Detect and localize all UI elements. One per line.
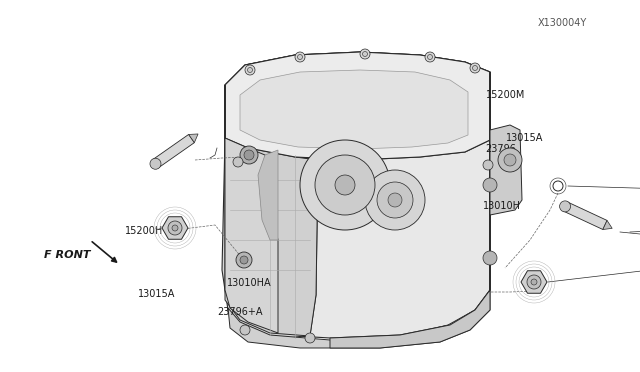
Polygon shape: [189, 134, 198, 142]
Polygon shape: [490, 125, 522, 215]
Polygon shape: [563, 202, 607, 230]
Polygon shape: [225, 138, 318, 336]
Circle shape: [362, 51, 367, 57]
Circle shape: [233, 157, 243, 167]
Circle shape: [531, 279, 537, 285]
Circle shape: [248, 67, 253, 73]
Text: 13010H: 13010H: [483, 202, 521, 211]
Polygon shape: [162, 217, 188, 239]
Circle shape: [388, 193, 402, 207]
Polygon shape: [225, 85, 278, 333]
Circle shape: [240, 146, 258, 164]
Text: X130004Y: X130004Y: [538, 18, 587, 28]
Circle shape: [483, 178, 497, 192]
Text: F RONT: F RONT: [44, 250, 90, 260]
Circle shape: [244, 150, 254, 160]
Circle shape: [168, 221, 182, 235]
Polygon shape: [240, 70, 468, 149]
Circle shape: [559, 201, 571, 212]
Text: 13015A: 13015A: [138, 289, 175, 299]
Circle shape: [504, 154, 516, 166]
Polygon shape: [225, 52, 490, 160]
Circle shape: [315, 155, 375, 215]
Circle shape: [150, 158, 161, 169]
Circle shape: [245, 65, 255, 75]
Circle shape: [365, 170, 425, 230]
Circle shape: [240, 256, 248, 264]
Polygon shape: [225, 52, 490, 160]
Circle shape: [498, 148, 522, 172]
Circle shape: [335, 175, 355, 195]
Circle shape: [483, 160, 493, 170]
Circle shape: [425, 52, 435, 62]
Circle shape: [295, 52, 305, 62]
Polygon shape: [222, 85, 318, 338]
Circle shape: [470, 63, 480, 73]
Circle shape: [172, 225, 178, 231]
Text: 13010HA: 13010HA: [227, 278, 272, 288]
Polygon shape: [152, 134, 195, 168]
Circle shape: [305, 333, 315, 343]
Polygon shape: [521, 271, 547, 293]
Polygon shape: [228, 290, 490, 348]
Circle shape: [428, 55, 433, 60]
Circle shape: [483, 251, 497, 265]
Text: 13015A: 13015A: [506, 133, 543, 142]
Polygon shape: [240, 70, 468, 149]
Circle shape: [472, 65, 477, 71]
Circle shape: [298, 55, 303, 60]
Circle shape: [300, 140, 390, 230]
Circle shape: [377, 182, 413, 218]
Circle shape: [360, 49, 370, 59]
Circle shape: [527, 275, 541, 289]
Text: 15200H: 15200H: [125, 226, 163, 235]
Polygon shape: [603, 221, 612, 230]
Circle shape: [240, 325, 250, 335]
Polygon shape: [330, 72, 490, 348]
Text: 23796+A: 23796+A: [218, 308, 263, 317]
Text: 23796: 23796: [485, 144, 516, 154]
Polygon shape: [258, 150, 278, 240]
Polygon shape: [225, 52, 490, 338]
Text: 15200M: 15200M: [486, 90, 526, 100]
Circle shape: [236, 252, 252, 268]
